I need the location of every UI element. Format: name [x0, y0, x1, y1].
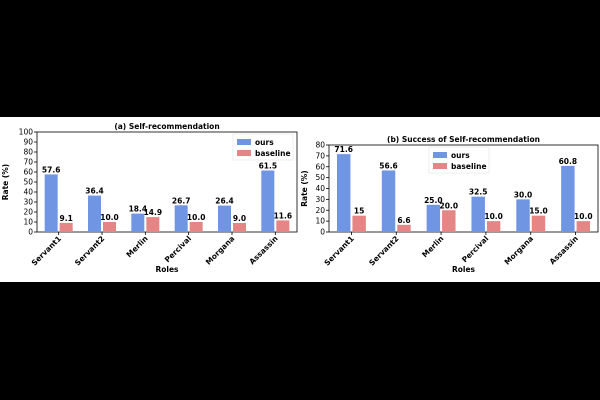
bar-ours [88, 195, 101, 232]
y-tick-label: 40 [23, 188, 33, 197]
bar-ours [471, 196, 485, 232]
bar-value-label: 11.6 [274, 211, 293, 220]
y-tick-label: 30 [23, 198, 33, 207]
x-axis-label-1: Roles [452, 265, 476, 274]
bar-value-label: 60.8 [559, 157, 578, 166]
bar-baseline [531, 215, 546, 232]
bar-ours [516, 199, 530, 232]
x-tick-label: Servant1 [322, 234, 355, 267]
bar-value-label: 18.4 [129, 205, 148, 214]
figure-svg: (a) Self-recommendation01020304050607080… [1, 122, 599, 274]
bar-ours [131, 213, 145, 232]
x-tick-label: Percival [163, 234, 193, 264]
x-tick-label: Merlin [420, 234, 445, 259]
bar-value-label: 10.0 [484, 212, 503, 221]
bar-value-label: 10.0 [100, 213, 119, 222]
bar-baseline [233, 223, 246, 232]
bar-value-label: 32.5 [469, 188, 488, 197]
bar-baseline [352, 215, 366, 232]
y-tick-label: 10 [315, 217, 325, 226]
x-tick-label: Morgana [204, 234, 237, 267]
x-tick-label: Merlin [124, 234, 149, 259]
y-axis-label-0: Rate (%) [1, 164, 10, 201]
x-tick-label: Servant2 [367, 234, 400, 267]
chart-title-0: (a) Self-recommendation [114, 122, 219, 131]
y-tick-label: 50 [23, 178, 33, 187]
y-tick-label: 40 [315, 184, 325, 193]
y-tick-label: 70 [23, 158, 33, 167]
bar-value-label: 10.0 [187, 213, 206, 222]
y-tick-label: 60 [23, 168, 33, 177]
bar-ours [381, 170, 396, 232]
bar-value-label: 26.7 [172, 196, 191, 205]
legend-label-baseline: baseline [255, 149, 291, 158]
bar-value-label: 36.4 [85, 187, 104, 196]
bar-baseline [146, 217, 160, 232]
bar-value-label: 15.0 [529, 207, 548, 216]
y-tick-label: 80 [23, 148, 33, 157]
bar-value-label: 15 [354, 207, 364, 216]
y-tick-label: 10 [23, 218, 33, 227]
x-tick-label: Morgana [503, 234, 536, 267]
y-tick-label: 80 [315, 141, 325, 150]
bar-baseline [189, 222, 203, 232]
bar-value-label: 25.0 [424, 196, 443, 205]
bar-value-label: 10.0 [574, 212, 593, 221]
figure-panel: (a) Self-recommendation 0 10 20 30 40 50 60 70 80… [0, 117, 600, 282]
bar-value-label: 57.6 [42, 165, 61, 174]
legend-swatch-baseline [237, 150, 251, 156]
bar-ours [261, 170, 275, 232]
x-tick-label: Assassin [247, 234, 279, 266]
y-axis-label-1: Rate (%) [300, 170, 309, 207]
y-tick-label: 0 [320, 228, 325, 237]
legend-label-ours: ours [451, 151, 470, 160]
bar-baseline [486, 221, 501, 232]
legend-swatch-ours [433, 152, 447, 158]
bar-baseline [442, 210, 456, 232]
bar-ours [44, 174, 58, 232]
y-tick-label: 30 [315, 195, 325, 204]
bar-baseline [103, 222, 116, 232]
x-tick-label: Percival [460, 234, 490, 264]
bar-value-label: 9.0 [233, 214, 246, 223]
bar-baseline [576, 221, 591, 232]
bar-value-label: 9.1 [60, 214, 73, 223]
y-tick-label: 100 [19, 128, 34, 137]
bar-baseline [59, 222, 73, 232]
y-tick-label: 90 [23, 138, 33, 147]
bar-ours [561, 165, 575, 232]
x-tick-label: Assassin [548, 234, 580, 266]
legend-swatch-ours [237, 139, 251, 145]
bar-baseline [276, 220, 290, 232]
bar-ours [426, 204, 441, 232]
y-tick-label: 50 [315, 173, 325, 182]
bar-ours [174, 205, 188, 232]
legend-label-baseline: baseline [451, 162, 487, 171]
legend-label-ours: ours [255, 138, 274, 147]
bar-value-label: 14.9 [144, 208, 163, 217]
bar-value-label: 20.0 [440, 201, 459, 210]
bar-value-label: 56.6 [379, 161, 398, 170]
x-tick-label: Servant1 [30, 234, 63, 267]
bar-value-label: 71.6 [334, 145, 353, 154]
x-tick-label: Servant2 [73, 234, 106, 267]
bar-ours [218, 205, 231, 232]
bar-baseline [397, 224, 411, 232]
x-axis-label-0: Roles [155, 265, 179, 274]
bar-ours [336, 154, 351, 232]
y-tick-label: 20 [23, 208, 33, 217]
bar-value-label: 26.4 [215, 197, 234, 206]
chart-title-1: (b) Success of Self-recommendation [387, 135, 540, 144]
bar-value-label: 61.5 [259, 162, 278, 171]
y-tick-label: 60 [315, 162, 325, 171]
y-tick-label: 70 [315, 151, 325, 160]
bar-value-label: 30.0 [514, 190, 533, 199]
y-tick-label: 0 [28, 228, 33, 237]
bar-value-label: 6.6 [397, 216, 410, 225]
legend-swatch-baseline [433, 163, 447, 169]
y-tick-label: 20 [315, 206, 325, 215]
